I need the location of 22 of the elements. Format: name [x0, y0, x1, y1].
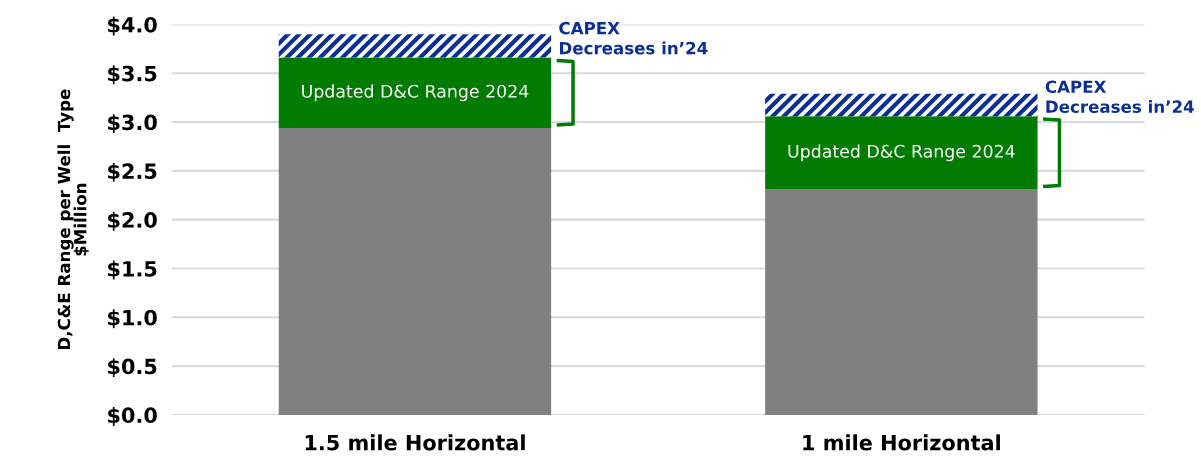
y-axis-title: D,C&E Range per Well Type $Million: [57, 89, 89, 350]
y-tick-label: $3.5: [108, 65, 157, 85]
y-tick-label: $2.5: [108, 162, 157, 182]
y-tick-label: $1.0: [108, 309, 157, 329]
y-tick-label: $3.0: [108, 114, 157, 134]
y-tick-label: $0.5: [108, 358, 157, 378]
bar: [278, 127, 552, 415]
x-tick-label: 1 mile Horizontal: [803, 434, 1000, 451]
x-tick-label: 1.5 mile Horizontal: [305, 434, 525, 451]
annotation: CAPEX Decreases in’24: [1045, 80, 1194, 113]
y-tick-label: $4.0: [108, 16, 157, 36]
bar: [278, 57, 552, 128]
annotation: Updated D&C Range 2024: [788, 144, 1015, 162]
y-tick-label: $0.0: [108, 406, 157, 426]
bar: [765, 189, 1038, 415]
annotation: CAPEX Decreases in’24: [559, 21, 708, 55]
bar: [765, 116, 1038, 190]
bar: [278, 34, 552, 58]
bar: [765, 93, 1038, 117]
annotation: Updated D&C Range 2024: [302, 84, 529, 102]
y-tick-label: $1.5: [108, 260, 157, 280]
y-tick-label: $2.0: [108, 211, 157, 231]
